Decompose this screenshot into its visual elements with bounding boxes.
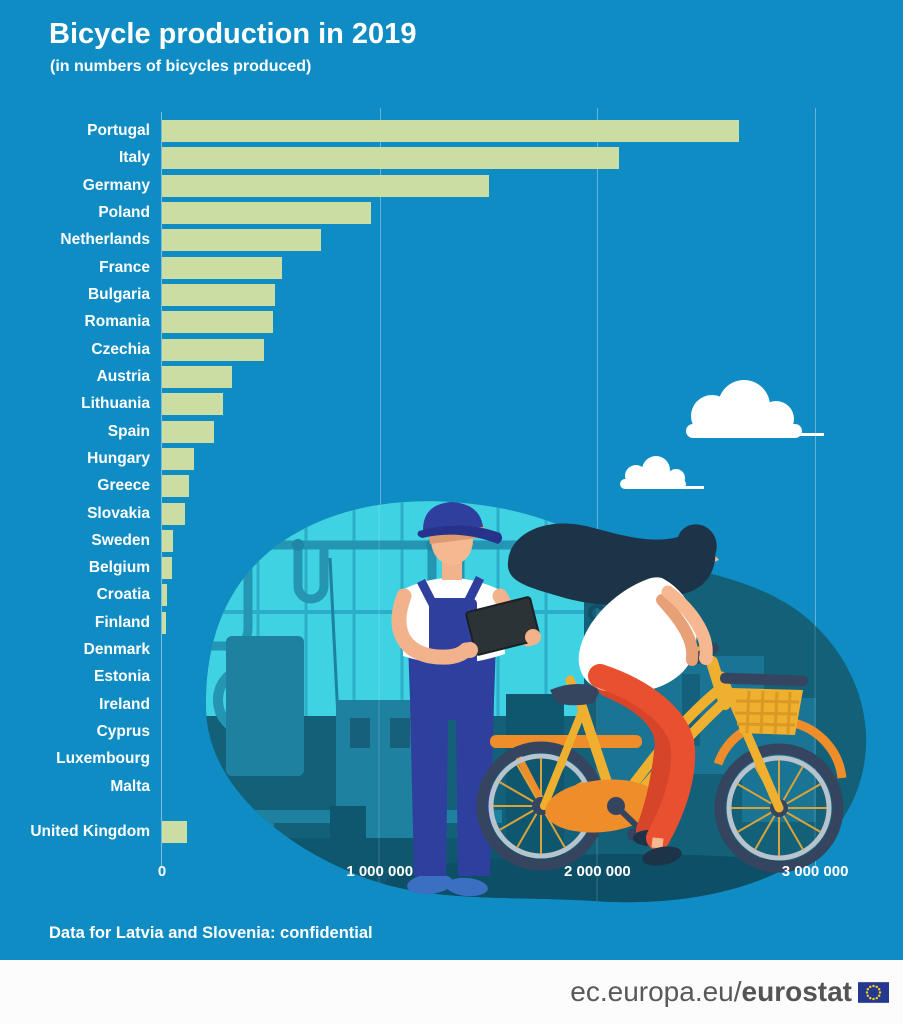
country-bar (162, 584, 168, 607)
bicycle-illustration (476, 646, 847, 873)
url-regular: ec.europa.eu/ (570, 976, 742, 1007)
country-label: Greece (97, 477, 150, 495)
country-label: Czechia (91, 340, 150, 358)
country-label: Malta (110, 777, 150, 795)
country-label: Denmark (83, 641, 150, 659)
country-bar (162, 557, 172, 580)
country-label: Finland (94, 613, 150, 631)
gridline (815, 108, 817, 866)
country-label: Sweden (91, 531, 150, 549)
country-bar (162, 502, 185, 525)
country-bar (162, 283, 276, 306)
country-bar (162, 202, 371, 224)
country-label: Ireland (99, 695, 150, 713)
saddle (550, 683, 601, 706)
country-label: Slovakia (87, 504, 150, 522)
country-bar (162, 420, 215, 443)
country-label: Romania (84, 313, 150, 331)
cloud-icon (686, 380, 824, 438)
country-bar (162, 475, 190, 498)
country-label: Belgium (88, 559, 150, 577)
country-label: Croatia (96, 586, 150, 604)
country-bar (162, 174, 489, 197)
worker-figure (391, 502, 541, 897)
country-label: Germany (82, 176, 150, 194)
axis-zero-line (161, 112, 162, 866)
country-bar (162, 147, 620, 170)
country-label: Cyprus (96, 723, 150, 740)
country-bar (162, 365, 232, 388)
country-bar (162, 447, 194, 470)
country-label: United Kingdom (30, 822, 150, 840)
country-label: Netherlands (60, 231, 150, 249)
footer-bar: ec.europa.eu/eurostat (0, 960, 903, 1024)
eu-flag-icon (858, 981, 889, 1003)
worker-cap (422, 502, 483, 532)
small-cloud-icon (620, 456, 704, 489)
url-bold: eurostat (741, 976, 852, 1007)
gridline (597, 108, 599, 866)
country-label: Hungary (87, 449, 150, 467)
eurostat-url: ec.europa.eu/eurostat (570, 978, 852, 1006)
country-label: Lithuania (81, 395, 150, 413)
country-label: Estonia (94, 668, 150, 686)
gridline (379, 108, 381, 866)
country-bar (162, 393, 223, 416)
country-bar (162, 256, 282, 279)
country-bar (162, 338, 265, 361)
basket (720, 672, 809, 735)
country-bar (162, 311, 273, 334)
country-label: France (99, 258, 150, 276)
country-bar (162, 529, 173, 552)
cyclist-figure (507, 523, 720, 866)
country-label: Italy (118, 149, 150, 167)
country-label: Luxembourg (56, 750, 150, 768)
country-label: Poland (98, 204, 150, 221)
country-bar (162, 820, 187, 843)
factory-scene-illustration (205, 380, 867, 903)
country-label: Spain (107, 422, 150, 440)
country-bar (162, 611, 167, 634)
country-bar (162, 120, 739, 142)
country-label: Bulgaria (87, 285, 150, 303)
country-bar (162, 229, 321, 252)
country-label: Portugal (87, 122, 150, 139)
tablet-icon (465, 596, 541, 656)
country-label: Austria (96, 367, 150, 385)
